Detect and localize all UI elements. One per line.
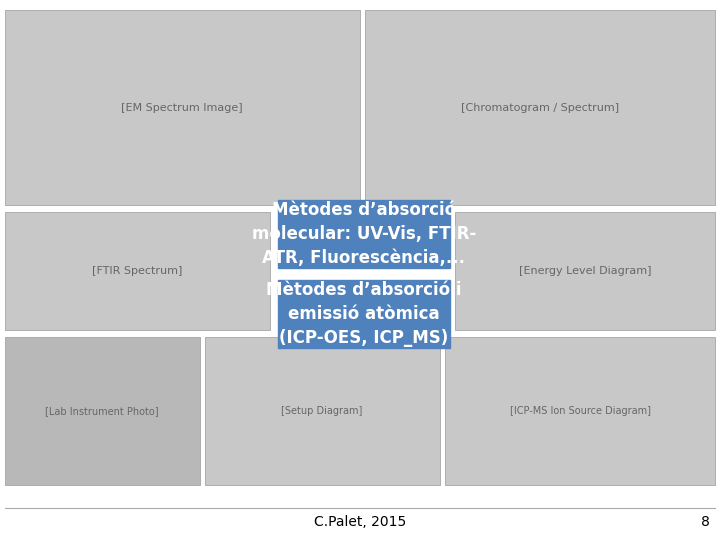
- Bar: [205, 337, 440, 485]
- Text: [ICP-MS Ion Source Diagram]: [ICP-MS Ion Source Diagram]: [510, 406, 650, 416]
- Text: Mètodes d’absorció i
emissió atòmica
(ICP-OES, ICP_MS): Mètodes d’absorció i emissió atòmica (IC…: [266, 281, 462, 347]
- Bar: [445, 337, 715, 485]
- Bar: [5, 10, 360, 205]
- Text: Mètodes d’absorció
molecular: UV-Vis, FTIR-
ATR, Fluorescència,...: Mètodes d’absorció molecular: UV-Vis, FT…: [252, 201, 476, 267]
- Bar: [5, 212, 270, 330]
- Text: [Lab Instrument Photo]: [Lab Instrument Photo]: [45, 406, 159, 416]
- Bar: [5, 337, 200, 485]
- Text: [EM Spectrum Image]: [EM Spectrum Image]: [121, 103, 243, 113]
- Text: 8: 8: [701, 515, 710, 529]
- Bar: [278, 280, 450, 348]
- Text: C.Palet, 2015: C.Palet, 2015: [314, 515, 406, 529]
- Bar: [455, 212, 715, 330]
- Text: [Energy Level Diagram]: [Energy Level Diagram]: [518, 266, 652, 276]
- Bar: [278, 200, 450, 268]
- Bar: [365, 10, 715, 205]
- Text: [FTIR Spectrum]: [FTIR Spectrum]: [92, 266, 182, 276]
- Text: [Setup Diagram]: [Setup Diagram]: [282, 406, 363, 416]
- Text: [Chromatogram / Spectrum]: [Chromatogram / Spectrum]: [461, 103, 619, 113]
